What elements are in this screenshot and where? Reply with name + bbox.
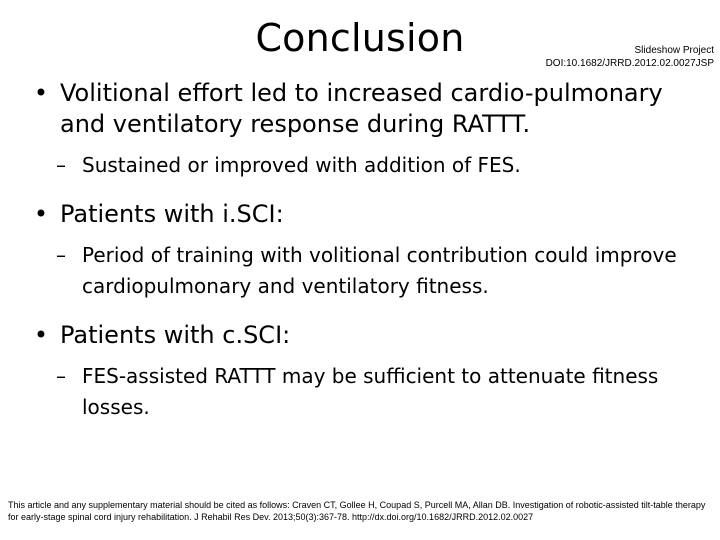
bullet-item-1: • Volitional effort led to increased car…	[30, 78, 690, 140]
bullet-item-2: • Patients with i.SCI:	[30, 199, 690, 230]
bullet-dot-icon: •	[33, 79, 49, 107]
bullet-text-1: Volitional effort led to increased cardi…	[60, 79, 663, 138]
slide-meta: Slideshow Project DOI:10.1682/JRRD.2012.…	[546, 44, 714, 70]
meta-doi: DOI:10.1682/JRRD.2012.02.0027JSP	[545, 58, 714, 69]
bullet-item-3: • Patients with c.SCI:	[30, 320, 690, 351]
meta-project-label: Slideshow Project	[634, 45, 714, 56]
bullet-dot-icon: •	[33, 321, 49, 349]
sub-bullet-item-1: – Sustained or improved with addition of…	[30, 150, 690, 181]
sub-bullet-item-3: – FES-assisted RATTT may be sufficient t…	[30, 361, 690, 423]
citation-text: This article and any supplementary mater…	[8, 500, 706, 522]
dash-icon: –	[56, 364, 66, 388]
slide-title: Conclusion	[255, 16, 465, 60]
bullet-list: • Volitional effort led to increased car…	[30, 78, 690, 441]
sub-bullet-text-1: Sustained or improved with addition of F…	[82, 153, 521, 177]
dash-icon: –	[56, 243, 66, 267]
bullet-dot-icon: •	[33, 200, 49, 228]
sub-bullet-item-2: – Period of training with volitional con…	[30, 240, 690, 302]
dash-icon: –	[56, 153, 66, 177]
bullet-text-2: Patients with i.SCI:	[60, 200, 284, 228]
bullet-text-3: Patients with c.SCI:	[60, 321, 291, 349]
sub-bullet-text-3: FES-assisted RATTT may be sufficient to …	[82, 364, 659, 419]
sub-bullet-text-2: Period of training with volitional contr…	[82, 243, 677, 298]
